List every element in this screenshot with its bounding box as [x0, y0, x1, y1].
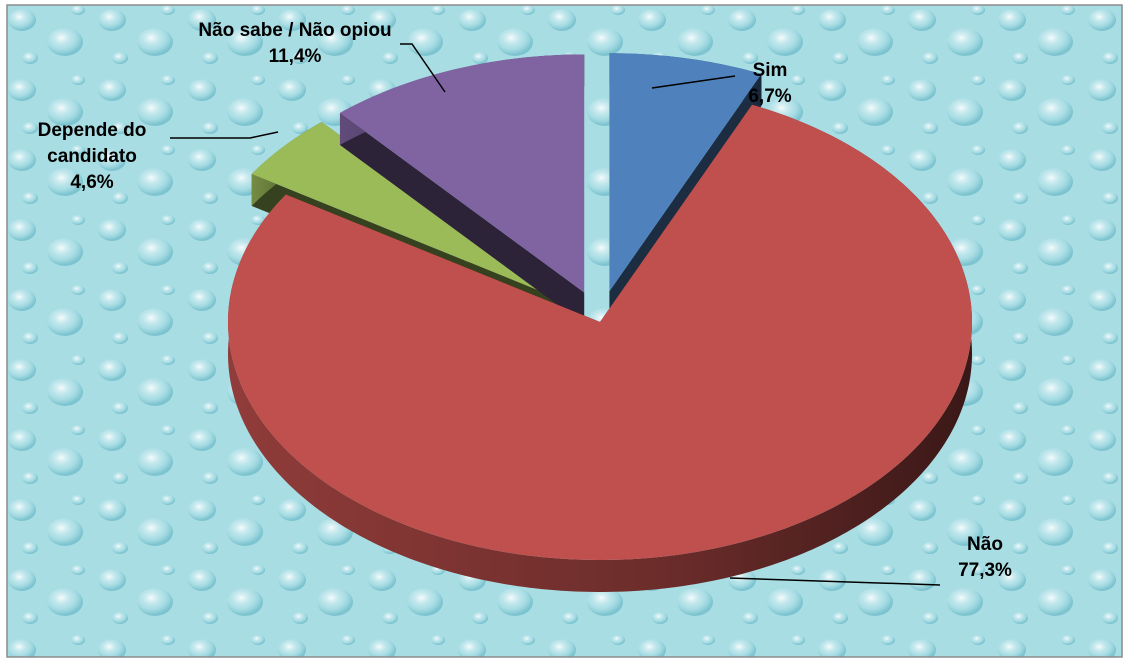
- pie-slice: [339, 54, 585, 293]
- data-label: Não 77,3%: [925, 532, 1045, 584]
- leader-line: [651, 75, 736, 89]
- value-label: 77,3%: [958, 560, 1012, 581]
- data-label: Depende do candidato 4,6%: [17, 118, 167, 196]
- category-label: Depende do candidato: [37, 120, 147, 167]
- value-label: 11,4%: [268, 46, 322, 67]
- pie-slice: [609, 53, 762, 292]
- pie-slice: [251, 121, 566, 302]
- value-label: 6,7%: [748, 86, 792, 107]
- slice-wall: [339, 112, 585, 325]
- leader-line: [729, 577, 941, 586]
- pie-slice: [228, 104, 972, 560]
- category-label: Sim: [752, 60, 788, 81]
- category-label: Não sabe / Não opiou: [198, 20, 392, 41]
- leader-line: [170, 131, 279, 139]
- leader-line: [400, 43, 446, 93]
- data-label: Sim 6,7%: [730, 58, 810, 110]
- data-label: Não sabe / Não opiou 11,4%: [193, 18, 398, 70]
- value-label: 4,6%: [70, 172, 114, 193]
- category-label: Não: [967, 534, 1003, 555]
